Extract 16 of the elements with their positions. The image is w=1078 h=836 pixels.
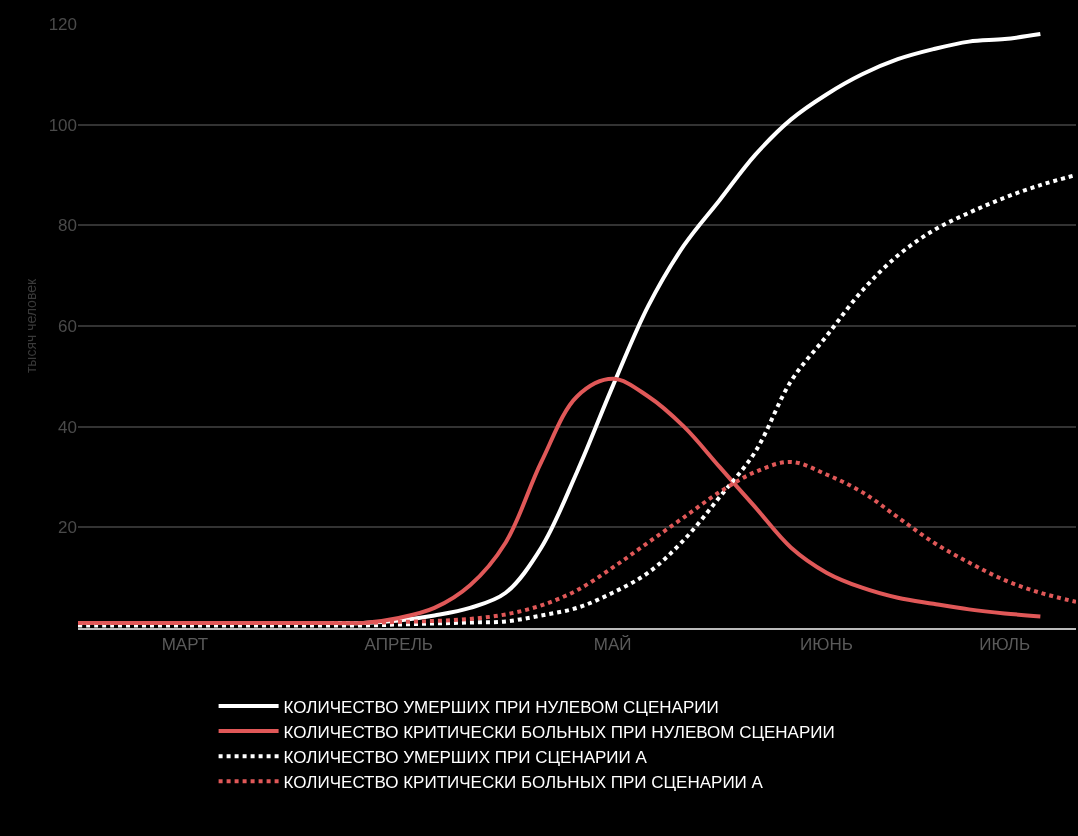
x-tick-label: АПРЕЛЬ bbox=[364, 635, 433, 655]
legend-label: КОЛИЧЕСТВО УМЕРШИХ ПРИ СЦЕНАРИИ А bbox=[283, 747, 648, 767]
y-axis-title: тысяч человек bbox=[23, 278, 40, 374]
y-tick-label: 40 bbox=[58, 417, 77, 437]
x-tick-label: ИЮНЬ bbox=[800, 635, 853, 655]
y-tick-label: 120 bbox=[48, 14, 77, 34]
x-tick-label: МАЙ bbox=[593, 635, 632, 655]
legend-label: КОЛИЧЕСТВО КРИТИЧЕСКИ БОЛЬНЫХ ПРИ НУЛЕВОМ СЦЕНАРИИ bbox=[283, 722, 835, 742]
legend-label: КОЛИЧЕСТВО УМЕРШИХ ПРИ НУЛЕВОМ СЦЕНАРИИ bbox=[283, 697, 719, 717]
x-tick-label: ИЮЛЬ bbox=[979, 635, 1031, 655]
y-tick-label: 20 bbox=[58, 518, 77, 538]
y-tick-label: 80 bbox=[58, 216, 77, 236]
x-tick-label: МАРТ bbox=[161, 635, 209, 655]
y-tick-label: 100 bbox=[48, 115, 77, 135]
y-tick-label: 60 bbox=[58, 316, 77, 336]
legend-label: КОЛИЧЕСТВО КРИТИЧЕСКИ БОЛЬНЫХ ПРИ СЦЕНАРИИ А bbox=[283, 772, 764, 792]
